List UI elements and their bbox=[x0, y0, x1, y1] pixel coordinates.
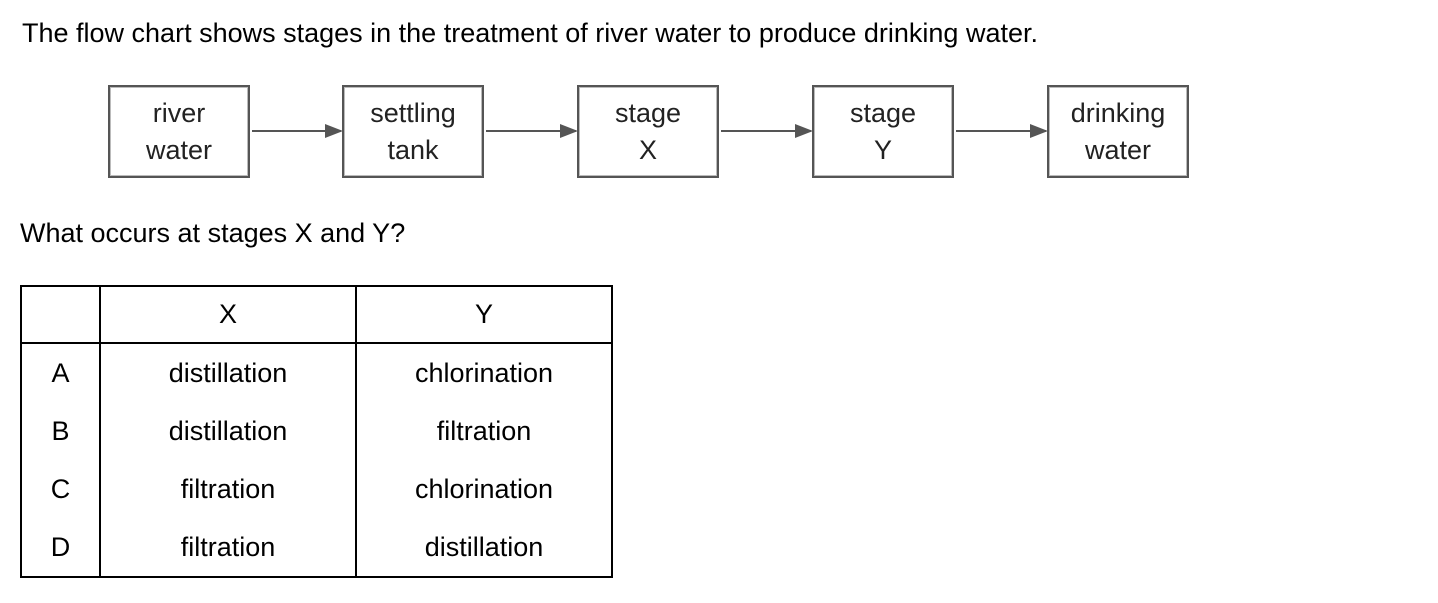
option-x: distillation bbox=[99, 343, 357, 402]
flow-arrow bbox=[252, 124, 343, 138]
flow-arrow bbox=[486, 124, 578, 138]
option-x: filtration bbox=[99, 518, 357, 578]
flow-box-stage-x: stage X bbox=[577, 85, 719, 178]
flow-box-settling-tank: settling tank bbox=[342, 85, 484, 178]
flow-box-line: Y bbox=[873, 134, 892, 165]
options-table: X Y A distillation chlorination B distil… bbox=[20, 285, 613, 578]
flow-box-line: river bbox=[152, 97, 206, 128]
option-letter: C bbox=[20, 460, 101, 518]
option-letter: B bbox=[20, 402, 101, 460]
table-header-row: X Y bbox=[20, 285, 613, 344]
option-y: distillation bbox=[355, 518, 613, 578]
table-row: A distillation chlorination bbox=[20, 343, 613, 402]
table-row: C filtration chlorination bbox=[20, 460, 613, 518]
flow-box-line: water bbox=[145, 134, 213, 165]
flow-box-river-water: river water bbox=[108, 85, 250, 178]
table-row: B distillation filtration bbox=[20, 402, 613, 460]
option-y: chlorination bbox=[355, 460, 613, 518]
table-header-cell bbox=[20, 285, 101, 344]
question-text: What occurs at stages X and Y? bbox=[20, 218, 406, 248]
flow-box-stage-y: stage Y bbox=[812, 85, 954, 178]
flow-box-line: stage bbox=[849, 97, 917, 128]
flow-box-line: X bbox=[638, 134, 657, 165]
flow-arrow bbox=[956, 124, 1048, 138]
table-header-cell: Y bbox=[355, 285, 613, 344]
option-y: filtration bbox=[355, 402, 613, 460]
table-header-cell: X bbox=[99, 285, 357, 344]
option-x: distillation bbox=[99, 402, 357, 460]
flow-box-line: stage bbox=[614, 97, 682, 128]
flow-box-line: settling bbox=[370, 97, 456, 128]
flow-box-line: water bbox=[1084, 134, 1152, 165]
option-letter: A bbox=[20, 343, 101, 402]
flow-box-line: drinking bbox=[1070, 97, 1166, 128]
table-row: D filtration distillation bbox=[20, 518, 613, 578]
option-x: filtration bbox=[99, 460, 357, 518]
flow-arrow bbox=[721, 124, 813, 138]
option-letter: D bbox=[20, 518, 101, 578]
flow-box-line: tank bbox=[387, 134, 439, 165]
option-y: chlorination bbox=[355, 343, 613, 402]
flow-box-drinking-water: drinking water bbox=[1047, 85, 1189, 178]
intro-text: The flow chart shows stages in the treat… bbox=[22, 18, 1038, 48]
